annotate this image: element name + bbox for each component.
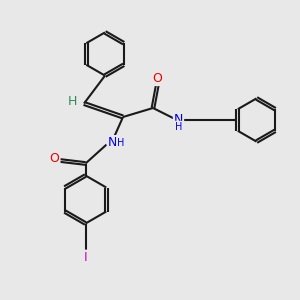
Text: H: H	[117, 137, 124, 148]
Text: N: N	[108, 136, 117, 149]
Text: H: H	[68, 94, 77, 108]
Text: N: N	[174, 113, 183, 126]
Text: I: I	[84, 250, 87, 264]
Text: O: O	[153, 72, 162, 85]
Text: O: O	[50, 152, 59, 166]
Text: H: H	[175, 122, 182, 132]
